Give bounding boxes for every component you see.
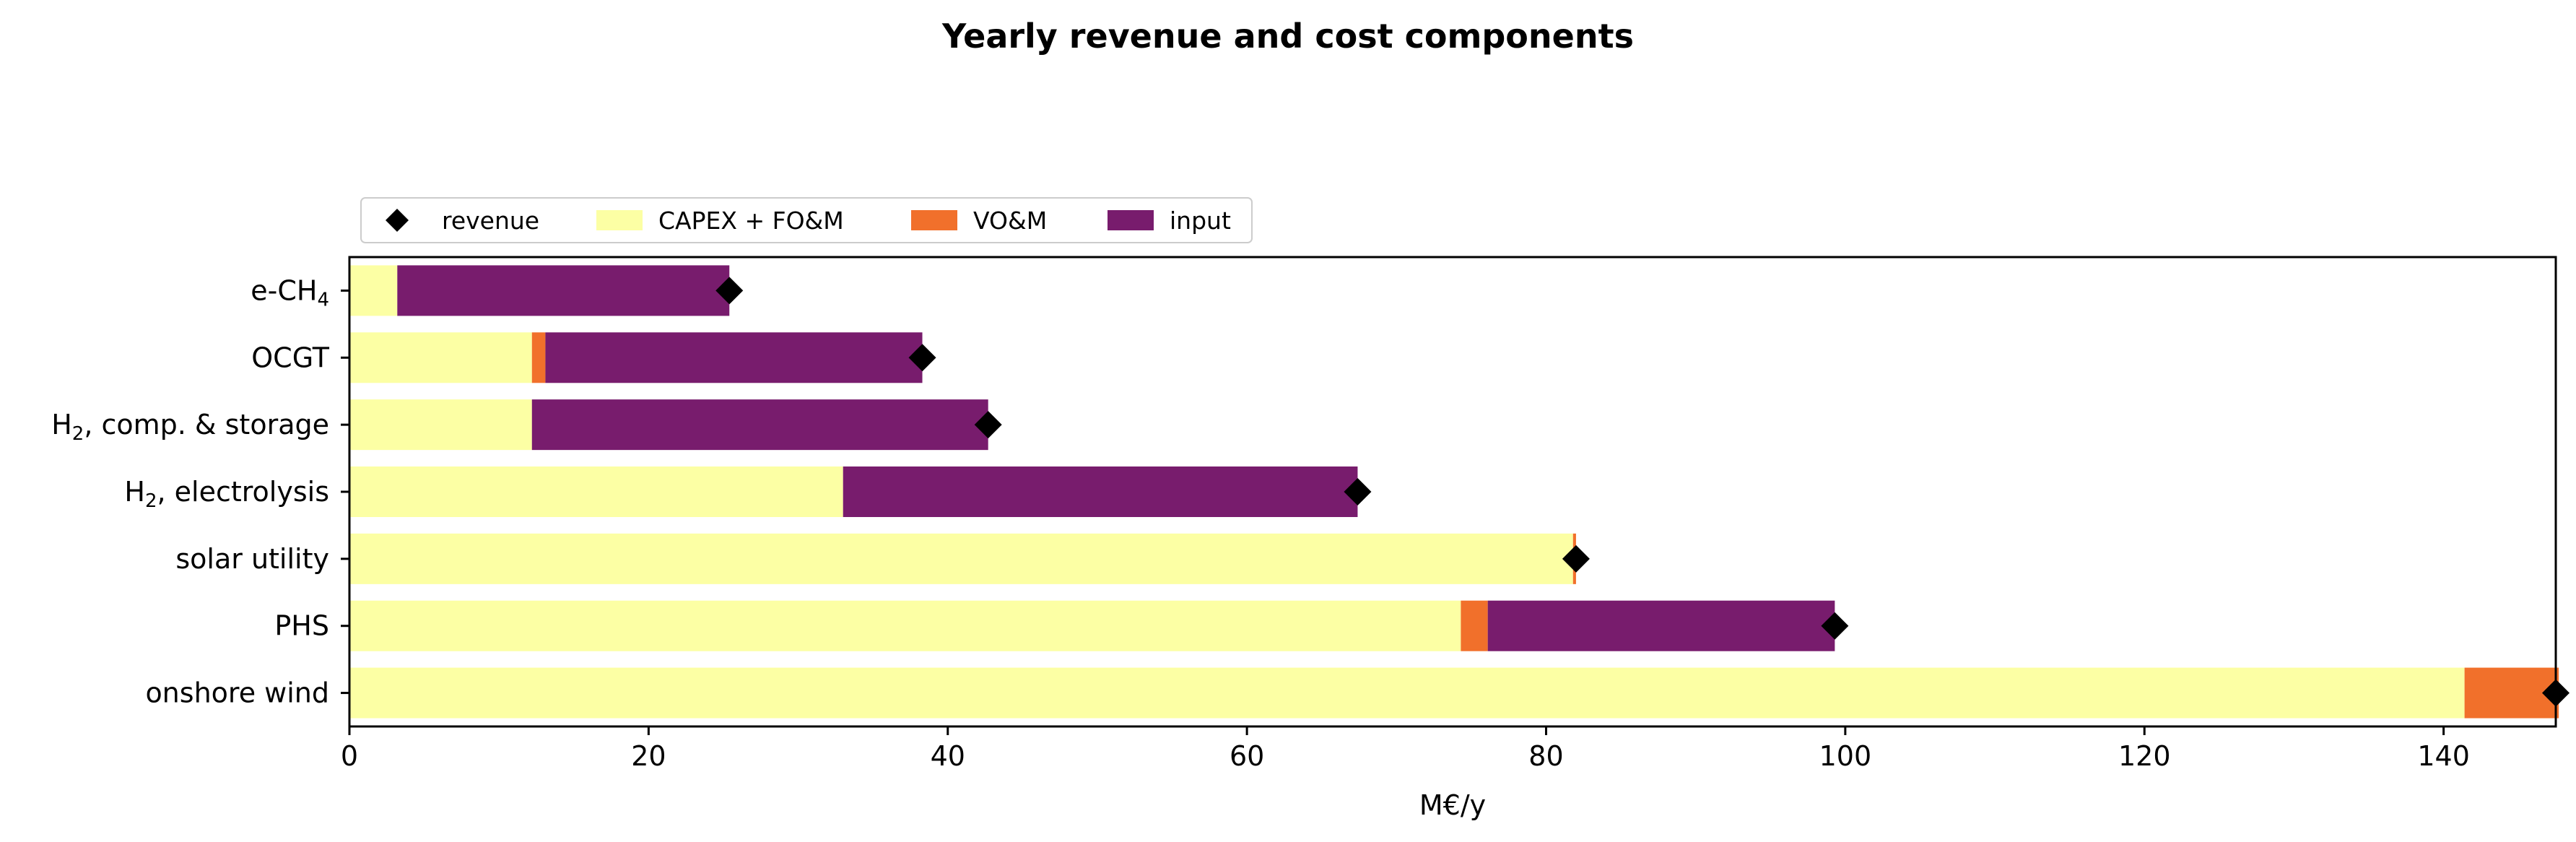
bar-segment xyxy=(843,466,1358,517)
legend-label: input xyxy=(1170,207,1231,235)
legend-swatch xyxy=(596,210,643,230)
revenue-marker xyxy=(1821,612,1849,640)
x-tick-label: 20 xyxy=(631,740,666,772)
bar-segment xyxy=(545,332,923,383)
x-axis-label: M€/y xyxy=(1419,789,1486,821)
legend-swatch xyxy=(911,210,957,230)
x-axis: 0 20 40 60 80 100 120 140 xyxy=(341,726,2470,772)
y-tick-label: solar utility xyxy=(175,543,329,575)
y-tick-label: onshore wind xyxy=(145,677,329,709)
bar-segment xyxy=(349,265,398,316)
legend-label: VO&M xyxy=(973,207,1047,235)
x-tick-label: 80 xyxy=(1528,740,1563,772)
bar-segment xyxy=(397,265,730,316)
y-tick-label: OCGT xyxy=(251,342,330,373)
legend-swatch xyxy=(1108,210,1154,230)
x-tick-label: 60 xyxy=(1230,740,1264,772)
y-tick-label: PHS xyxy=(274,610,329,642)
legend-label: CAPEX + FO&M xyxy=(658,207,844,235)
bar-segment xyxy=(349,466,843,517)
bar-segment xyxy=(1487,600,1835,651)
y-tick-label: e-CH4 xyxy=(251,274,329,311)
revenue-marker xyxy=(908,344,936,372)
bar-segment xyxy=(349,667,2465,719)
x-tick-label: 100 xyxy=(1819,740,1872,772)
y-tick-label: H2, electrolysis xyxy=(124,476,329,512)
bar-segment xyxy=(1461,600,1488,651)
bars-layer xyxy=(349,265,2559,719)
bar-segment xyxy=(531,399,988,451)
y-tick-label: H2, comp. & storage xyxy=(51,409,329,445)
bar-segment xyxy=(531,332,546,383)
revenue-marker xyxy=(1562,544,1590,573)
legend-marker-revenue xyxy=(386,209,409,232)
revenue-marker xyxy=(1344,478,1372,505)
legend-label: revenue xyxy=(442,207,539,235)
chart-title: Yearly revenue and cost components xyxy=(941,17,1634,56)
bar-segment xyxy=(349,399,532,451)
legend-frame xyxy=(360,197,1253,243)
x-tick-label: 140 xyxy=(2417,740,2470,772)
x-tick-label: 40 xyxy=(931,740,965,772)
x-tick-label: 0 xyxy=(341,740,358,772)
bar-segment xyxy=(349,600,1461,651)
revenue-marker xyxy=(974,411,1002,439)
x-tick-label: 120 xyxy=(2118,740,2171,772)
y-axis: e-CH4 OCGT H2, comp. & storage H2, electrol… xyxy=(51,274,349,709)
revenue-marker xyxy=(715,277,744,305)
bar-segment xyxy=(349,533,1573,584)
legend: revenue CAPEX + FO&M VO&M input xyxy=(360,197,1253,243)
bar-segment xyxy=(349,332,532,383)
